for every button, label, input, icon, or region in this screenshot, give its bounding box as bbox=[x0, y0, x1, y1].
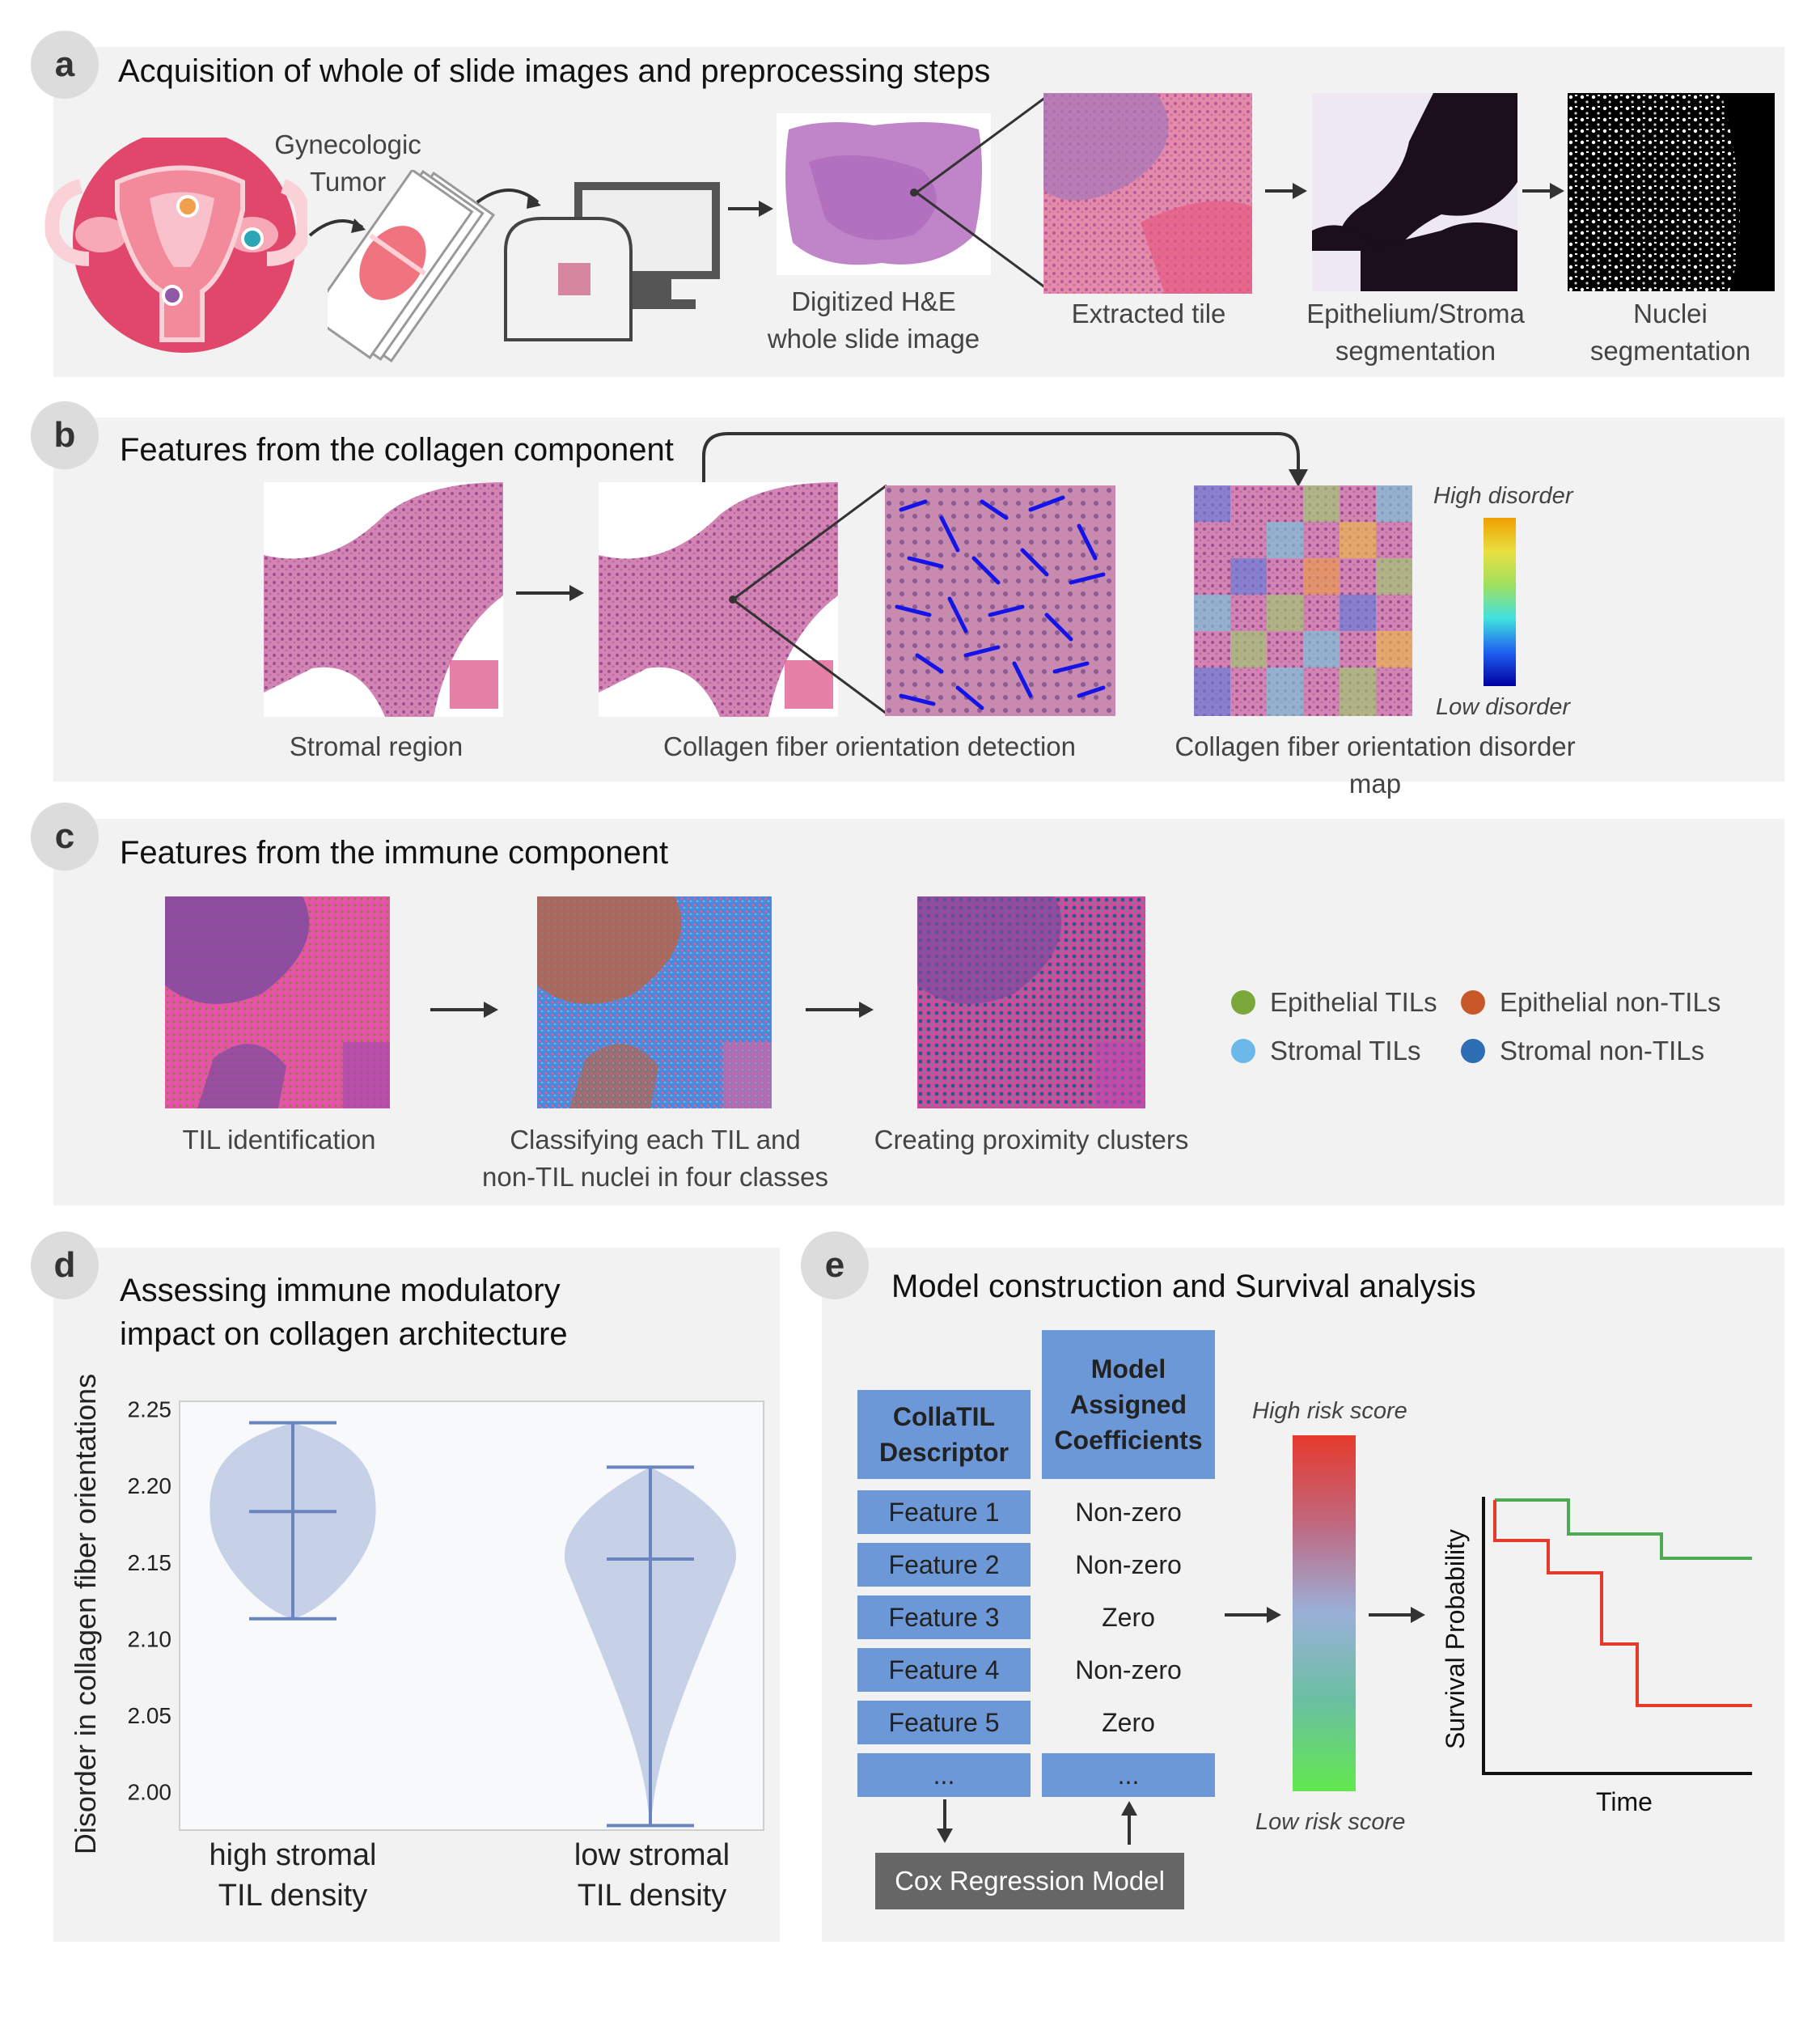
legend-label: Stromal TILs bbox=[1270, 1036, 1421, 1066]
feature-cell: Feature 3 bbox=[857, 1595, 1031, 1639]
feature-cell: Feature 4 bbox=[857, 1648, 1031, 1692]
arrow-icon bbox=[430, 1002, 498, 1018]
coefficient-cell: Non-zero bbox=[1075, 1497, 1182, 1527]
feature-cell: Feature 1 bbox=[857, 1490, 1031, 1534]
km-plot: Survival Probability Time bbox=[1441, 1497, 1752, 1816]
cluster-label: Creating proximity clusters bbox=[874, 1125, 1189, 1155]
legend-dot bbox=[1231, 1039, 1255, 1063]
km-y-label: Survival Probability bbox=[1441, 1529, 1470, 1749]
panel-c-badge: c bbox=[31, 803, 99, 871]
high-disorder-label: High disorder bbox=[1433, 483, 1573, 509]
arrow-icon bbox=[1265, 183, 1307, 199]
x-category-high: high stromal TIL density bbox=[209, 1838, 377, 1913]
zoom-lines bbox=[916, 95, 1047, 290]
violin-chart: 2.00 2.05 2.10 2.15 2.20 2.25 Disorder in col… bbox=[69, 1374, 764, 1854]
arrow-icon bbox=[516, 585, 584, 601]
panel-e-badge: e bbox=[801, 1231, 869, 1299]
feature-cell: Feature 2 bbox=[857, 1543, 1031, 1587]
km-high-risk-curve bbox=[1493, 1500, 1752, 1707]
nuclei-image bbox=[1568, 93, 1775, 291]
til-label: TIL identification bbox=[182, 1125, 376, 1155]
fiber-detection-image bbox=[885, 485, 1115, 716]
nuclei-label: Nuclei segmentation bbox=[1589, 299, 1751, 366]
map-label: Collagen fiber orientation disorder map bbox=[1175, 731, 1576, 799]
risk-colorbar bbox=[1293, 1435, 1356, 1791]
tumor-label: Gynecologic Tumor bbox=[274, 129, 421, 197]
arrow-icon bbox=[476, 189, 541, 209]
cox-model-box: Cox Regression Model bbox=[875, 1853, 1184, 1909]
legend-label: Epithelial non-TILs bbox=[1500, 987, 1721, 1017]
panel-d-badge: d bbox=[31, 1231, 99, 1299]
panel-a-badge: a bbox=[31, 31, 99, 99]
y-tick-label: 2.20 bbox=[128, 1473, 172, 1498]
segmentation-image bbox=[1312, 93, 1517, 291]
arrow-icon bbox=[728, 201, 773, 217]
y-tick-label: 2.10 bbox=[128, 1626, 172, 1651]
y-tick-label: 2.15 bbox=[128, 1550, 172, 1575]
legend-dot bbox=[1461, 990, 1485, 1015]
coefficient-header: Model Assigned Coefficients bbox=[1042, 1330, 1215, 1479]
arrow-icon bbox=[308, 218, 366, 237]
km-low-risk-curve bbox=[1495, 1498, 1752, 1560]
legend-label: Epithelial TILs bbox=[1270, 987, 1437, 1017]
arrow-icon bbox=[1369, 1607, 1425, 1623]
wsi-image bbox=[777, 113, 991, 275]
tile-label: Extracted tile bbox=[1071, 299, 1226, 328]
legend-dot bbox=[1231, 990, 1255, 1015]
proximity-cluster-image bbox=[917, 896, 1145, 1108]
coefficient-cell: Zero bbox=[1102, 1602, 1155, 1632]
panel-a-title: Acquisition of whole of slide images and… bbox=[118, 53, 991, 89]
y-axis-label: Disorder in collagen fiber orientations bbox=[69, 1374, 102, 1854]
feedback-arrow bbox=[702, 432, 1308, 487]
high-risk-label: High risk score bbox=[1252, 1398, 1407, 1424]
glass-slides-illustration bbox=[328, 170, 496, 363]
classify-label: Classifying each TIL and non-TIL nuclei … bbox=[482, 1125, 828, 1192]
legend-epithelial-tils: Epithelial TILs bbox=[1231, 987, 1437, 1018]
arrow-icon bbox=[806, 1002, 874, 1018]
low-risk-label: Low risk score bbox=[1255, 1809, 1406, 1835]
seg-label: Epithelium/Stroma segmentation bbox=[1306, 299, 1525, 366]
feature-cell: Feature 5 bbox=[857, 1701, 1031, 1744]
extracted-tile-image bbox=[1043, 93, 1252, 294]
km-x-label: Time bbox=[1596, 1787, 1653, 1816]
til-identification-image bbox=[165, 896, 390, 1108]
detection-label: Collagen fiber orientation detection bbox=[662, 731, 1076, 761]
disorder-map-image bbox=[1194, 485, 1412, 716]
panel-c-title: Features from the immune component bbox=[120, 835, 669, 871]
y-tick-label: 2.05 bbox=[128, 1703, 172, 1728]
down-arrow-icon bbox=[937, 1799, 953, 1843]
coefficient-cell: Zero bbox=[1102, 1707, 1155, 1737]
classification-image bbox=[537, 896, 772, 1108]
arrow-icon bbox=[1225, 1607, 1281, 1623]
legend-label: Stromal non-TILs bbox=[1500, 1036, 1705, 1066]
panel-b-badge: b bbox=[31, 401, 99, 469]
wsi-label: Digitized H&E whole slide image bbox=[767, 286, 980, 354]
coefficient-cell: ... bbox=[1042, 1753, 1215, 1797]
zoom-lines bbox=[732, 484, 887, 715]
arrow-icon bbox=[1522, 183, 1564, 199]
stromal-label: Stromal region bbox=[289, 731, 463, 761]
up-arrow-icon bbox=[1121, 1801, 1137, 1845]
panel-d-title: Assessing immune modulatory impact on co… bbox=[120, 1273, 568, 1352]
y-tick-label: 2.00 bbox=[128, 1780, 172, 1805]
coefficient-cell: Non-zero bbox=[1075, 1655, 1182, 1684]
legend-dot bbox=[1461, 1039, 1485, 1063]
low-disorder-label: Low disorder bbox=[1436, 694, 1571, 720]
stromal-region-image-2 bbox=[599, 482, 838, 717]
scanner-computer-illustration bbox=[504, 182, 720, 341]
panel-e-title: Model construction and Survival analysis bbox=[891, 1269, 1476, 1304]
disorder-colorbar bbox=[1484, 518, 1516, 686]
x-category-low: low stromal TIL density bbox=[574, 1838, 730, 1913]
descriptor-header: CollaTIL Descriptor bbox=[857, 1390, 1031, 1479]
feature-cell: ... bbox=[857, 1753, 1031, 1797]
uterus-illustration bbox=[44, 138, 307, 353]
stromal-region-image bbox=[264, 482, 503, 717]
legend-stromal-non-tils: Stromal non-TILs bbox=[1461, 1036, 1704, 1066]
legend-stromal-tils: Stromal TILs bbox=[1231, 1036, 1420, 1066]
coefficient-cell: Non-zero bbox=[1075, 1549, 1182, 1579]
legend-epithelial-non-tils: Epithelial non-TILs bbox=[1461, 987, 1721, 1018]
panel-b-title: Features from the collagen component bbox=[120, 432, 674, 468]
y-tick-label: 2.25 bbox=[128, 1396, 172, 1422]
